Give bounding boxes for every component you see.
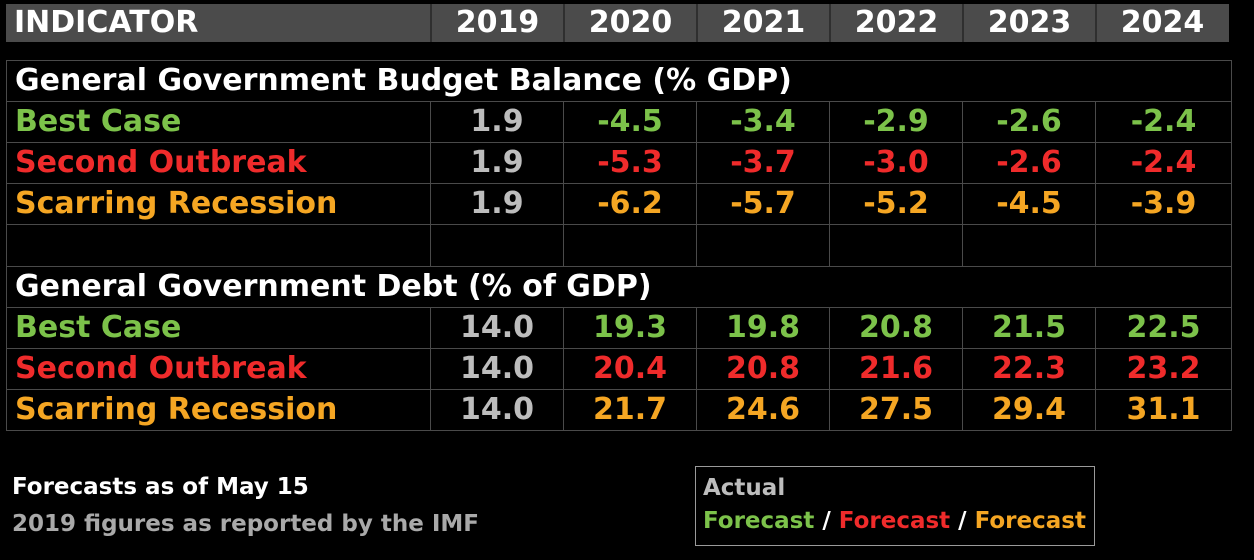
table-cell: 31.1	[1094, 389, 1233, 431]
row-label: Scarring Recession	[6, 389, 431, 431]
table-cell: -3.0	[829, 142, 963, 184]
empty-cell	[1094, 224, 1233, 267]
table-cell: -2.6	[962, 142, 1096, 184]
header-year-2024: 2024	[1095, 4, 1228, 42]
header-year-2022: 2022	[829, 4, 962, 42]
table-cell: 23.2	[1094, 348, 1233, 390]
table-row: Scarring Recession 1.9 -6.2 -5.7 -5.2 -4…	[6, 183, 1233, 225]
legend-forecast-scarring-recession: Forecast	[974, 508, 1086, 534]
table-cell: 1.9	[430, 183, 564, 225]
table-cell: 20.8	[829, 307, 963, 349]
header-year-2020: 2020	[563, 4, 696, 42]
legend-separator: /	[814, 508, 839, 534]
header-year-2021: 2021	[696, 4, 829, 42]
table-cell: 19.8	[696, 307, 830, 349]
legend-separator: /	[950, 508, 975, 534]
table-cell: 22.3	[962, 348, 1096, 390]
table-cell: 14.0	[430, 389, 564, 431]
empty-cell	[563, 224, 697, 267]
table-cell: 14.0	[430, 348, 564, 390]
table-cell: 1.9	[430, 101, 564, 143]
footnote-forecast-date: Forecasts as of May 15	[12, 474, 309, 500]
table-cell: 24.6	[696, 389, 830, 431]
table-cell: -2.9	[829, 101, 963, 143]
table-cell: -3.9	[1094, 183, 1233, 225]
table-cell: 20.8	[696, 348, 830, 390]
row-label: Best Case	[6, 307, 431, 349]
table-cell: 29.4	[962, 389, 1096, 431]
table-row: Second Outbreak 1.9 -5.3 -3.7 -3.0 -2.6 …	[6, 142, 1233, 184]
empty-cell	[962, 224, 1096, 267]
table-cell: -4.5	[962, 183, 1096, 225]
table-row: Best Case 14.0 19.3 19.8 20.8 21.5 22.5	[6, 307, 1233, 349]
header-year-2023: 2023	[962, 4, 1095, 42]
legend-actual: Actual	[703, 475, 786, 501]
header-year-2019: 2019	[430, 4, 563, 42]
row-label: Second Outbreak	[6, 142, 431, 184]
table-cell: 21.6	[829, 348, 963, 390]
table-row: Best Case 1.9 -4.5 -3.4 -2.9 -2.6 -2.4	[6, 101, 1233, 143]
table-cell: -5.3	[563, 142, 697, 184]
blank-row	[6, 224, 1233, 267]
table-cell: 14.0	[430, 307, 564, 349]
legend-forecast-row: Forecast / Forecast / Forecast	[703, 503, 1087, 539]
empty-cell	[430, 224, 564, 267]
table-cell: 20.4	[563, 348, 697, 390]
table-cell: -5.2	[829, 183, 963, 225]
section-title-budget: General Government Budget Balance (% GDP…	[5, 60, 1233, 102]
row-label: Scarring Recession	[6, 183, 431, 225]
table-cell: -4.5	[563, 101, 697, 143]
table-cell: -6.2	[563, 183, 697, 225]
table-cell: -3.7	[696, 142, 830, 184]
row-label: Best Case	[6, 101, 431, 143]
table-cell: -5.7	[696, 183, 830, 225]
table-cell: -3.4	[696, 101, 830, 143]
table-cell: -2.6	[962, 101, 1096, 143]
header-indicator: INDICATOR	[14, 5, 199, 40]
table-cell: -2.4	[1094, 142, 1233, 184]
table-cell: 22.5	[1094, 307, 1233, 349]
table-header: INDICATOR 2019 2020 2021 2022 2023 2024	[6, 4, 1229, 42]
legend-forecast-best-case: Forecast	[703, 508, 815, 534]
empty-cell	[6, 224, 431, 267]
table-row: Scarring Recession 14.0 21.7 24.6 27.5 2…	[6, 389, 1233, 431]
table-cell: 1.9	[430, 142, 564, 184]
table-cell: 21.7	[563, 389, 697, 431]
section-row-budget: General Government Budget Balance (% GDP…	[5, 60, 1233, 102]
empty-cell	[696, 224, 830, 267]
empty-cell	[829, 224, 963, 267]
row-label: Second Outbreak	[6, 348, 431, 390]
section-row-debt: General Government Debt (% of GDP)	[5, 266, 1233, 308]
table-cell: 27.5	[829, 389, 963, 431]
section-title-debt: General Government Debt (% of GDP)	[5, 266, 1233, 308]
table-cell: 21.5	[962, 307, 1096, 349]
table-row: Second Outbreak 14.0 20.4 20.8 21.6 22.3…	[6, 348, 1233, 390]
table-cell: 19.3	[563, 307, 697, 349]
footnote-source: 2019 figures as reported by the IMF	[12, 511, 479, 537]
indicator-table: General Government Budget Balance (% GDP…	[5, 60, 1233, 431]
table-cell: -2.4	[1094, 101, 1233, 143]
color-legend: Actual Forecast / Forecast / Forecast	[695, 466, 1095, 546]
legend-forecast-second-outbreak: Forecast	[838, 508, 951, 534]
